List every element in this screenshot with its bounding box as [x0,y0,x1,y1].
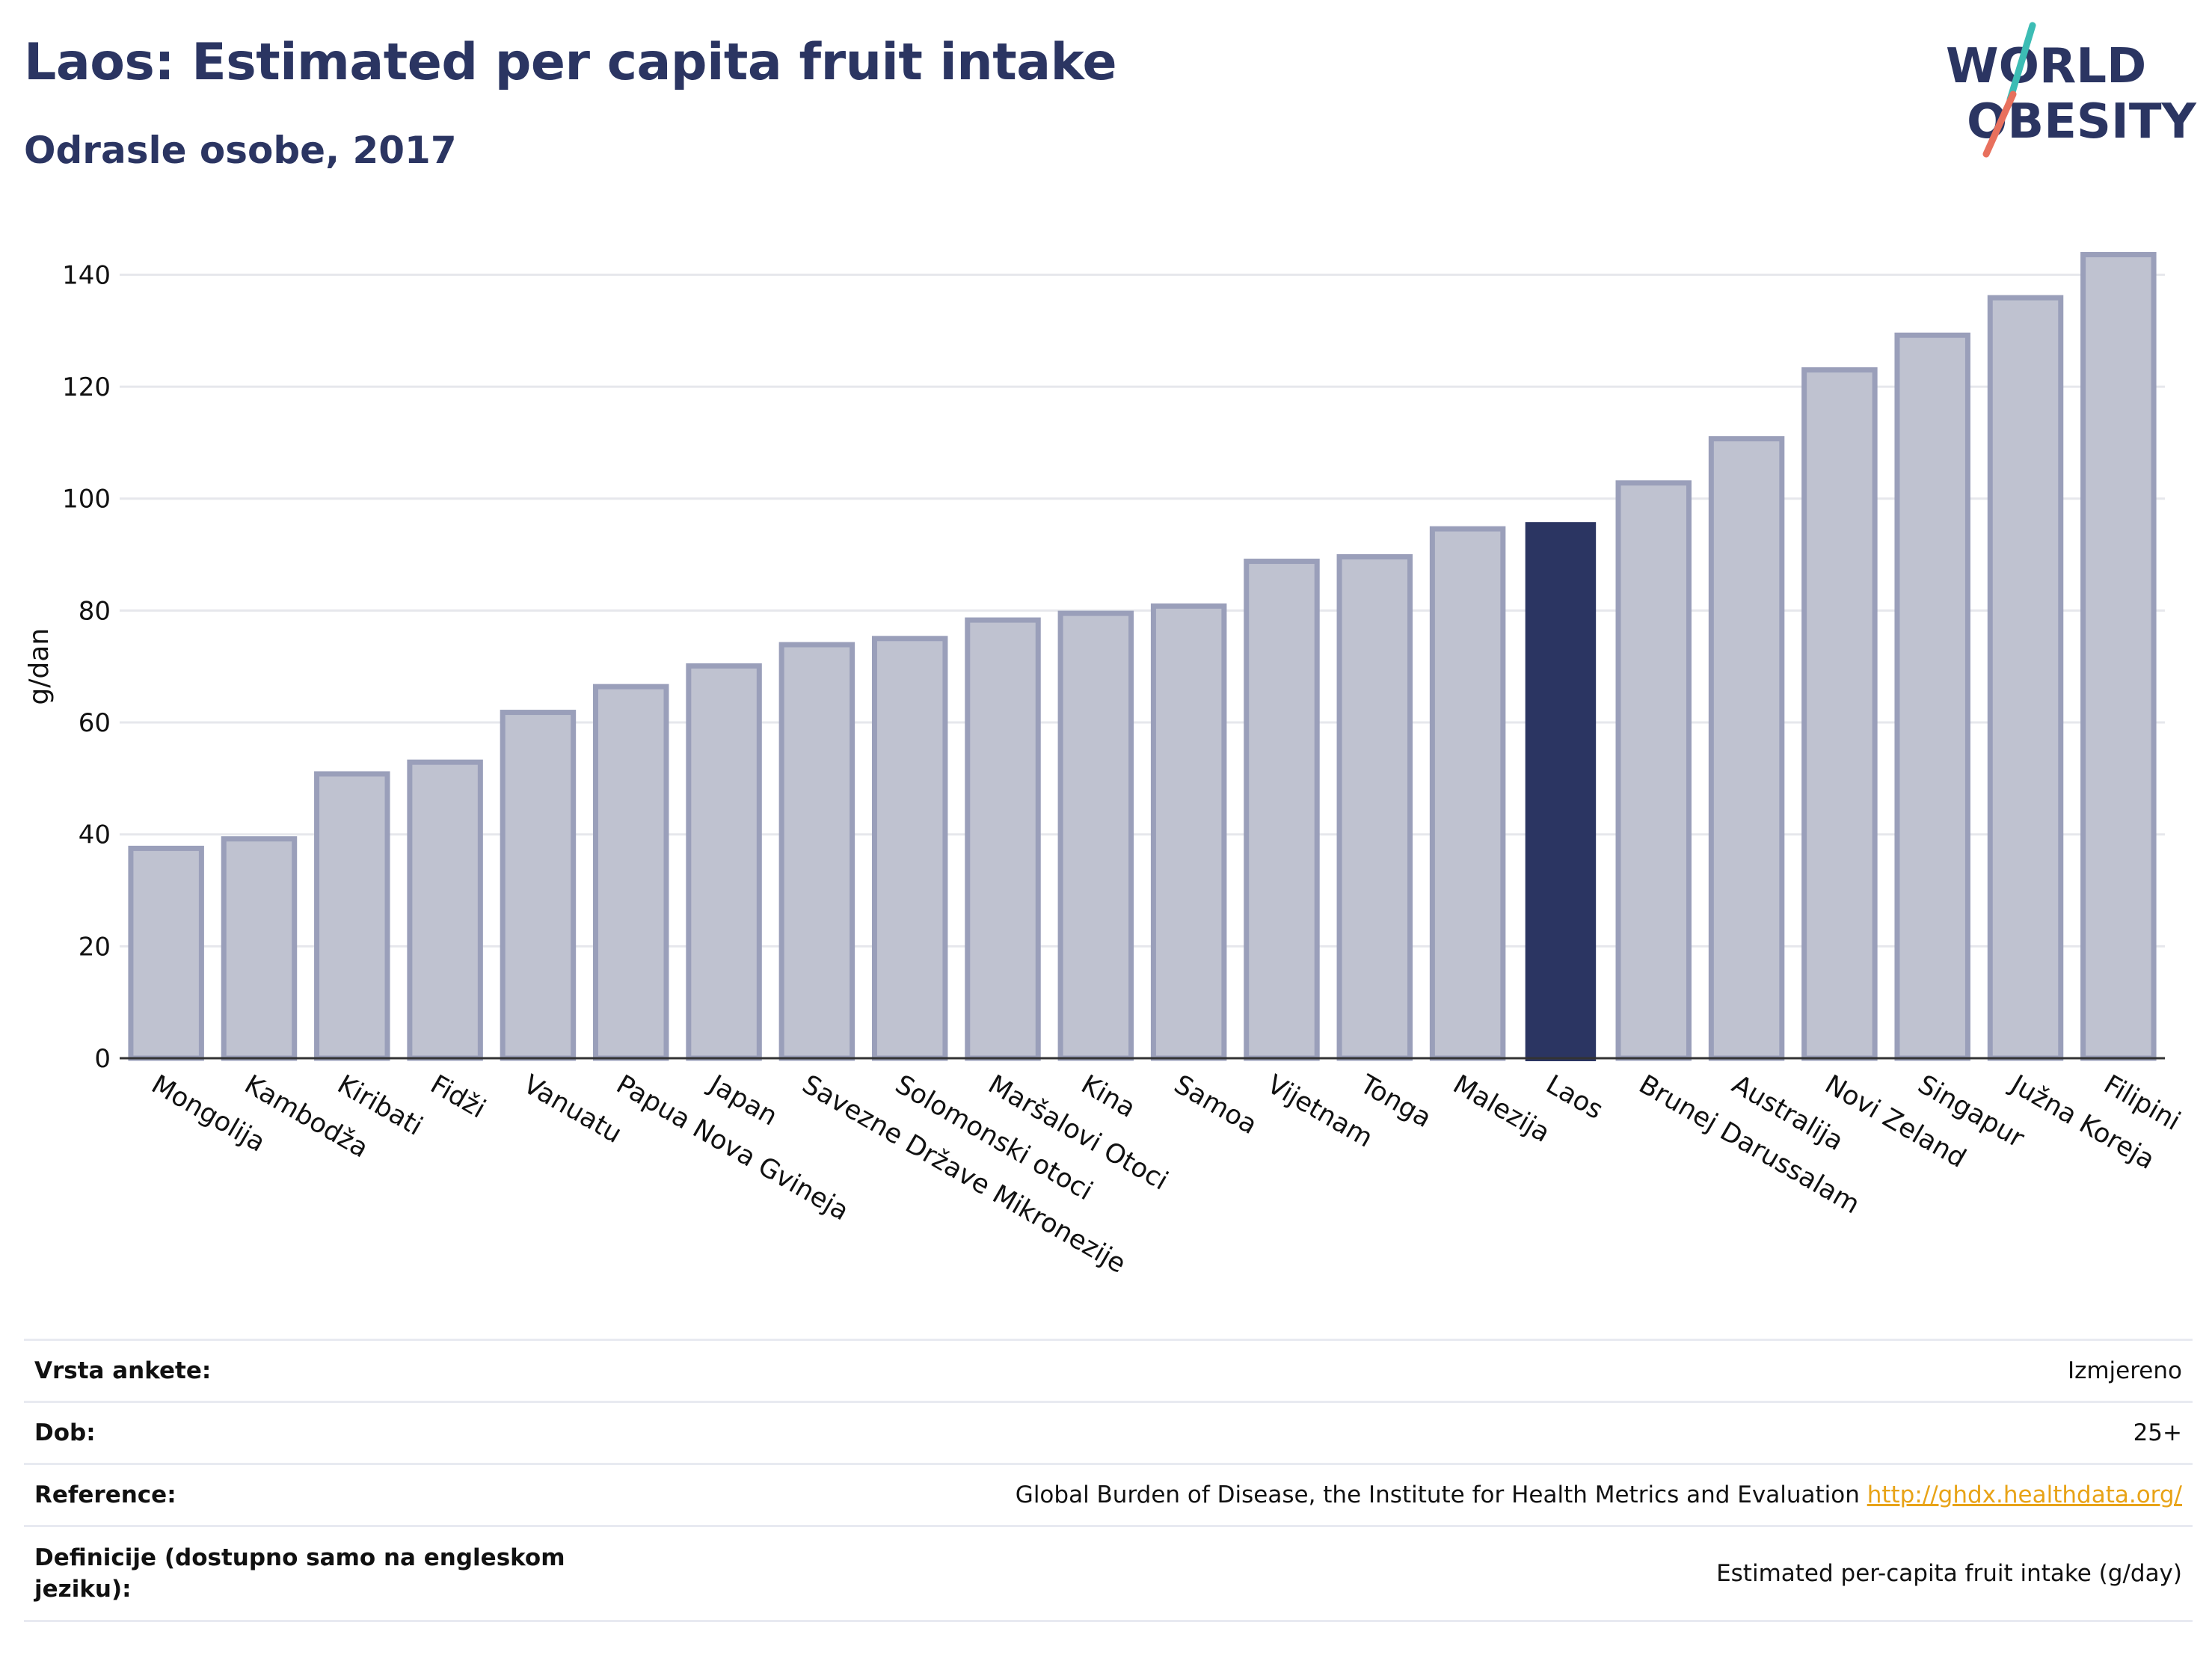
table-row: Reference: Global Burden of Disease, the… [24,1463,2193,1526]
bar-singapur[interactable] [1894,332,1970,1061]
y-tick-label: 60 [79,708,111,738]
bar-vanuatu[interactable] [500,710,577,1061]
world-obesity-logo: WORLD OBESITY [1946,22,2196,158]
definitions-label: Definicije (dostupno samo na engleskom j… [24,1525,583,1622]
x-tick-label: Samoa [1169,1069,1262,1140]
reference-value: Global Burden of Disease, the Institute … [1015,1481,1860,1508]
info-table: Vrsta ankete: Izmjereno Dob: 25+ Referen… [24,1339,2193,1622]
x-tick-label: Kina [1076,1069,1140,1124]
bar-savezne-države-mikronezije[interactable] [778,642,855,1061]
bar-papua-nova-gvineja[interactable] [593,684,669,1061]
bar-maršalovi-otoci[interactable] [965,617,1041,1061]
x-tick-label: Vijetnam [1262,1069,1377,1153]
bar-novi-zeland[interactable] [1801,367,1878,1061]
bar-japan[interactable] [686,663,762,1061]
bar-kambodža[interactable] [221,836,298,1061]
reference-value-cell: Global Burden of Disease, the Institute … [583,1463,2193,1526]
y-axis-ticks: 0 20 40 60 80 100 120 140 [62,260,111,1074]
table-row: Definicije (dostupno samo na engleskom j… [24,1525,2193,1622]
bar-brunej-darussalam[interactable] [1615,480,1692,1061]
definitions-value: Estimated per-capita fruit intake (g/day… [583,1525,2193,1622]
x-tick-label: Vanuatu [518,1069,627,1149]
bar-kiribati[interactable] [314,771,390,1061]
logo-slash-teal [2006,22,2036,103]
bars [128,251,2157,1061]
bar-južna-koreja[interactable] [1987,295,2064,1061]
table-row: Vrsta ankete: Izmjereno [24,1339,2193,1402]
y-tick-label: 140 [62,260,111,290]
bar-laos[interactable] [1525,522,1597,1061]
reference-link[interactable]: http://ghdx.healthdata.org/ [1867,1481,2182,1508]
table-row: Dob: 25+ [24,1401,2193,1464]
bar-kina[interactable] [1057,610,1134,1061]
bar-tonga[interactable] [1336,554,1413,1061]
y-tick-label: 40 [79,820,111,850]
x-tick-label: Laos [1540,1069,1608,1126]
survey-type-label: Vrsta ankete: [24,1339,583,1402]
bar-mongolija[interactable] [128,845,204,1061]
bar-vijetnam[interactable] [1244,559,1320,1061]
y-tick-label: 20 [79,932,111,962]
bar-samoa[interactable] [1150,603,1227,1061]
x-tick-label: Malezija [1448,1069,1555,1149]
bar-filipini[interactable] [2080,251,2157,1061]
y-tick-label: 100 [62,485,111,515]
survey-type-value: Izmjereno [583,1339,2193,1402]
bar-solomonski-otoci[interactable] [871,636,948,1061]
logo-text-world: WORLD [1946,39,2146,94]
reference-label: Reference: [24,1463,583,1526]
age-label: Dob: [24,1401,583,1464]
chart-title: Laos: Estimated per capita fruit intake [24,33,1117,92]
y-axis-label: g/dan [24,628,55,705]
chart-subtitle: Odrasle osobe, 2017 [24,129,457,172]
age-value: 25+ [583,1401,2193,1464]
bar-australija[interactable] [1708,436,1785,1061]
y-tick-label: 120 [62,372,111,402]
bar-malezija[interactable] [1429,526,1506,1061]
bar-fidži[interactable] [407,759,483,1061]
logo-slash-coral [1982,90,2017,158]
x-tick-label: Fidži [425,1069,491,1124]
y-tick-label: 80 [79,596,111,626]
logo-text-obesity: OBESITY [1967,94,2196,150]
y-tick-label: 0 [94,1044,111,1074]
